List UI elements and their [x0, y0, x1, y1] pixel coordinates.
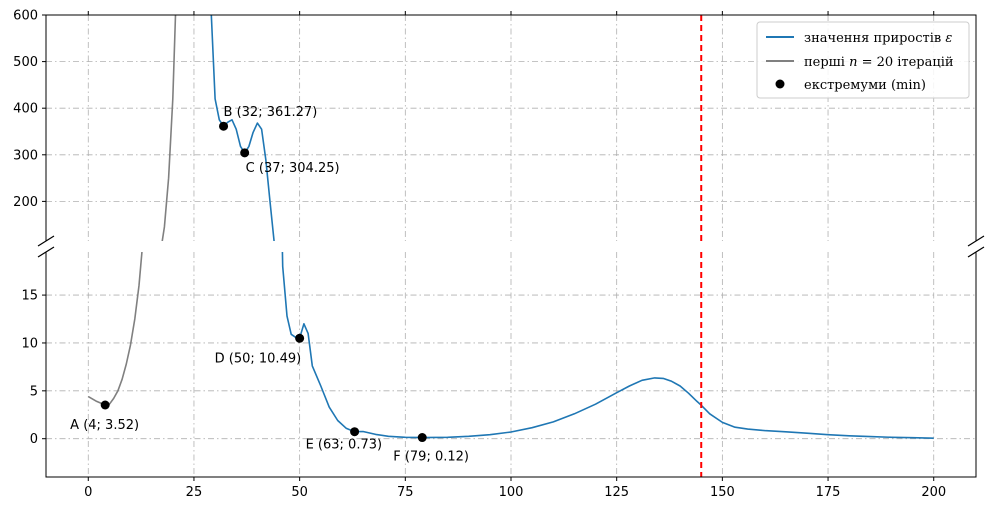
x-tick-label: 150 [710, 485, 735, 500]
y-tick-label-lower: 0 [30, 432, 38, 447]
y-tick-label-upper: 300 [13, 148, 38, 163]
y-tick-label-lower: 10 [21, 336, 38, 351]
axis-break-mark [967, 235, 985, 247]
legend-first-label: перші n = 20 ітерацій [804, 55, 954, 70]
extremum-point-F [417, 433, 427, 443]
y-tick-label-upper: 600 [13, 9, 38, 24]
x-tick-label: 125 [604, 485, 629, 500]
extremum-label-E: E (63; 0.73) [306, 438, 383, 453]
extremum-point-E [350, 427, 360, 437]
grid-layer [46, 14, 976, 477]
legend-main-text: значення приростів [804, 31, 945, 46]
extremum-label-F: F (79; 0.12) [393, 450, 469, 465]
extremum-label-A: A (4; 3.52) [70, 418, 139, 433]
legend-extrema-marker [775, 79, 785, 89]
legend-box [756, 21, 970, 99]
axis-break-mark [967, 246, 985, 258]
legend-first-text-before: перші [804, 55, 849, 70]
x-tick-label: 100 [499, 485, 524, 500]
y-tick-label-upper: 200 [13, 195, 38, 210]
legend: значення приростів ε перші n = 20 ітерац… [756, 21, 970, 99]
x-tick-label: 200 [921, 485, 946, 500]
extremum-point-D [295, 333, 305, 343]
x-tick-label: 25 [186, 485, 203, 500]
series-line-first-lower [87, 252, 143, 406]
legend-first-text-after: = 20 ітерацій [857, 55, 953, 70]
axis-break-mark [37, 246, 55, 258]
extremum-point-C [240, 148, 250, 158]
extremum-label-D: D (50; 10.49) [215, 351, 302, 366]
y-tick-label-lower: 5 [30, 384, 38, 399]
x-tick-label: 175 [816, 485, 841, 500]
x-tick-label: 75 [397, 485, 414, 500]
extremum-label-B: B (32; 361.27) [224, 105, 318, 120]
axis-break-mark [37, 235, 55, 247]
x-tick-label: 50 [291, 485, 308, 500]
legend-main-label: значення приростів ε [804, 31, 952, 46]
extremum-label-C: C (37; 304.25) [246, 161, 340, 176]
annotation-labels: A (4; 3.52) B (32; 361.27) C (37; 304.25) D… [70, 105, 469, 464]
extremum-point-A [100, 400, 110, 410]
y-tick-label-lower: 15 [21, 289, 38, 304]
series-layer [87, 15, 934, 477]
extremum-point-B [219, 121, 229, 131]
legend-main-math: ε [945, 31, 952, 46]
series-line-main-upper [210, 15, 275, 241]
x-tick-label: 0 [84, 485, 92, 500]
ticks-layer: 0 25 50 75 100 125 150 175 200 200 300 400 500 600 0 5 1… [13, 9, 946, 501]
y-tick-label-upper: 400 [13, 102, 38, 117]
legend-extrema-label: екстремуми (min) [804, 78, 926, 93]
extrema-markers [100, 121, 427, 443]
series-line-main-lower [281, 252, 934, 439]
legend-first-math: n [849, 55, 857, 70]
y-tick-label-upper: 500 [13, 55, 38, 70]
series-line-first-upper [161, 15, 177, 241]
